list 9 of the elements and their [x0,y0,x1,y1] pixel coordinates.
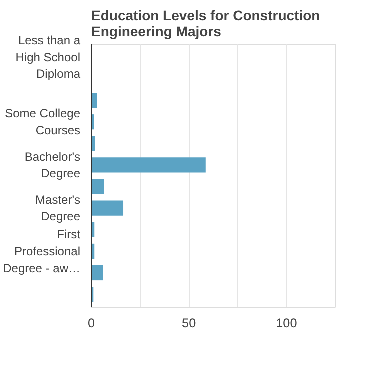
y-tick-label: Bachelor's Degree [24,150,81,181]
y-tick-label: Master's Degree [36,192,81,224]
x-tick-label: 100 [276,316,298,330]
x-tick-label: 0 [88,316,96,330]
y-tick-label: Less than a High School Diploma [16,34,81,82]
y-tick-label: Some College Courses [5,106,81,138]
x-tick-label: 50 [182,316,196,330]
chart-title: Education Levels for Construction Engineering Majors [92,8,320,40]
y-tick-label: First Professional Degree - aw… [3,228,82,276]
